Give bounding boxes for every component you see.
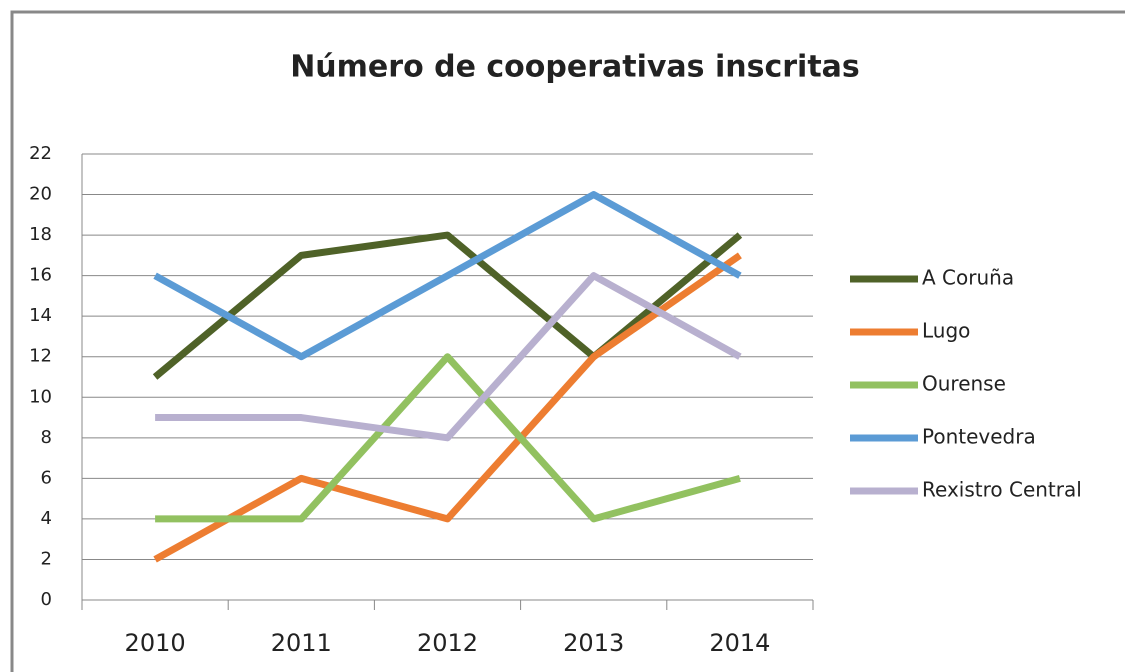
y-tick-label: 0 <box>41 589 52 610</box>
y-tick-label: 18 <box>29 224 52 245</box>
series-line <box>152 231 743 380</box>
x-tick-label: 2011 <box>271 629 332 657</box>
y-tick-label: 22 <box>29 143 52 164</box>
y-tick-label: 2 <box>41 548 52 569</box>
legend-label: Lugo <box>922 319 970 343</box>
series-line <box>153 191 742 361</box>
y-tick-label: 14 <box>29 305 52 326</box>
y-tick-label: 16 <box>29 265 52 286</box>
y-tick-label: 4 <box>41 508 52 529</box>
x-tick-label: 2010 <box>125 629 186 657</box>
y-tick-label: 10 <box>29 386 52 407</box>
series-line <box>153 252 742 563</box>
legend-label: A Coruña <box>922 266 1014 290</box>
y-tick-label: 20 <box>29 184 52 205</box>
legend-label: Pontevedra <box>922 425 1036 449</box>
y-tick-label: 12 <box>29 346 52 367</box>
y-tick-label: 6 <box>41 467 52 488</box>
series-line <box>155 353 741 523</box>
x-tick-label: 2012 <box>417 629 478 657</box>
legend-label: Ourense <box>922 372 1006 396</box>
series-line <box>155 272 742 442</box>
legend-label: Rexistro Central <box>922 478 1082 502</box>
y-tick-label: 8 <box>41 427 52 448</box>
x-tick-label: 2013 <box>563 629 624 657</box>
chart-title: Número de cooperativas inscritas <box>290 50 860 85</box>
x-tick-label: 2014 <box>709 629 770 657</box>
